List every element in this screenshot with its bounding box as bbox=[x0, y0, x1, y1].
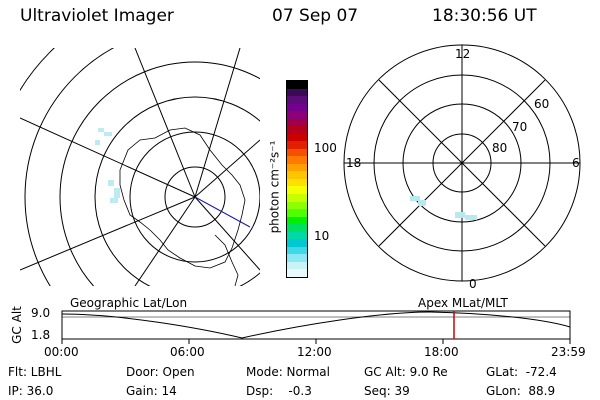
colorbar-segment bbox=[287, 148, 307, 157]
x-tick-1800: 18:00 bbox=[424, 345, 459, 359]
x-tick-0000: 00:00 bbox=[44, 345, 79, 359]
colorbar-segment bbox=[287, 156, 307, 164]
filter-info: Flt: LBHL bbox=[8, 365, 62, 379]
colorbar-segment bbox=[287, 163, 307, 172]
mlt-label-0: 0 bbox=[469, 277, 477, 291]
colorbar-segment bbox=[287, 96, 307, 104]
lat-label-80: 80 bbox=[492, 141, 508, 155]
mlt-label-18: 18 bbox=[346, 156, 362, 170]
colorbar-segment bbox=[287, 254, 307, 262]
colorbar-unit-label: photon cm⁻²s⁻¹ bbox=[267, 140, 282, 234]
gc-alt-info: GC Alt: 9.0 Re bbox=[364, 365, 448, 379]
color-bar bbox=[286, 80, 308, 278]
colorbar-segment bbox=[287, 111, 307, 119]
glon-info: GLon: 88.9 bbox=[486, 384, 556, 398]
timeline-plot bbox=[61, 310, 571, 344]
colorbar-segment bbox=[287, 231, 307, 240]
ip-info: IP: 36.0 bbox=[8, 384, 54, 398]
colorbar-segment bbox=[287, 81, 307, 89]
time-label: 18:30:56 UT bbox=[432, 6, 537, 26]
mode-info: Mode: Normal bbox=[246, 365, 330, 379]
lat-label-60: 60 bbox=[534, 97, 550, 111]
x-tick-1200: 12:00 bbox=[297, 345, 332, 359]
lat-label-70: 70 bbox=[512, 120, 528, 134]
colorbar-tick-100: 100 bbox=[314, 141, 337, 155]
x-tick-0600: 06:00 bbox=[170, 345, 205, 359]
instrument-title: Ultraviolet Imager bbox=[20, 6, 174, 26]
colorbar-segment bbox=[287, 201, 307, 210]
glat-info: GLat: -72.4 bbox=[486, 365, 557, 379]
mlt-label-12: 12 bbox=[455, 47, 471, 61]
colorbar-segment bbox=[287, 216, 307, 225]
geographic-label: Geographic Lat/Lon bbox=[70, 296, 188, 310]
colorbar-segment bbox=[287, 171, 307, 179]
gain-info: Gain: 14 bbox=[126, 384, 177, 398]
colorbar-segment bbox=[287, 178, 307, 187]
colorbar-segment bbox=[287, 209, 307, 217]
colorbar-segment bbox=[287, 126, 307, 134]
x-tick-2359: 23:59 bbox=[551, 345, 586, 359]
seq-info: Seq: 39 bbox=[364, 384, 410, 398]
colorbar-segment bbox=[287, 261, 307, 270]
y-tick-9: 9.0 bbox=[31, 306, 51, 320]
colorbar-segment bbox=[287, 141, 307, 149]
polar-plot bbox=[343, 44, 581, 282]
colorbar-segment bbox=[287, 269, 307, 277]
colorbar-segment bbox=[287, 133, 307, 142]
mlt-label-6: 6 bbox=[572, 156, 580, 170]
colorbar-segment bbox=[287, 239, 307, 247]
colorbar-segment bbox=[287, 224, 307, 232]
colorbar-segment bbox=[287, 118, 307, 127]
apex-label: Apex MLat/MLT bbox=[418, 296, 508, 310]
date-label: 07 Sep 07 bbox=[272, 6, 359, 26]
y-tick-1-8: 1.8 bbox=[31, 328, 51, 342]
colorbar-segment bbox=[287, 193, 307, 202]
door-info: Door: Open bbox=[126, 365, 195, 379]
colorbar-segment bbox=[287, 186, 307, 194]
dsp-info: Dsp: -0.3 bbox=[246, 384, 312, 398]
colorbar-segment bbox=[287, 103, 307, 112]
colorbar-segment bbox=[287, 88, 307, 97]
gc-alt-axis-label: GC Alt bbox=[9, 306, 24, 344]
colorbar-segment bbox=[287, 246, 307, 255]
colorbar-tick-10: 10 bbox=[314, 229, 330, 243]
